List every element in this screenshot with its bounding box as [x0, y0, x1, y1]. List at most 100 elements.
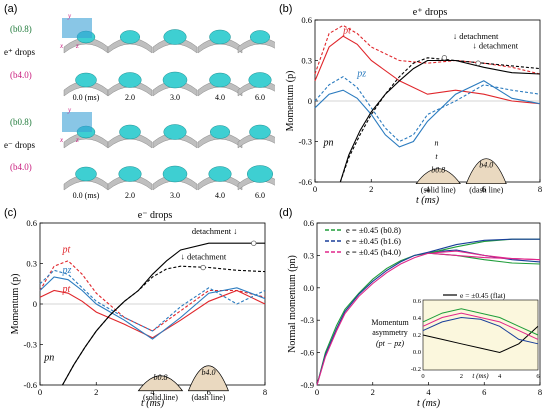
inset-x-label: t (ms) — [472, 372, 489, 380]
time-label-plus: 4.0 — [215, 93, 225, 102]
panel-d: (d) 0 2 4 6 8 -0.9 -0.6 -0.3 0.0 0.3 0.6 t (ms) Norm… — [275, 205, 550, 411]
series-line-pn — [339, 57, 541, 183]
group-plus-top-label: (b0.8) — [10, 24, 32, 34]
series-line-pt — [39, 289, 266, 339]
substrate-b08-shape — [137, 375, 184, 392]
inset-b08-desc: (solid line) — [421, 186, 456, 195]
chart-b: 0 2 4 6 8 -0.6 -0.3 0 0.3 0.6 t (ms) Momentum (p) e⁺… — [285, 7, 542, 206]
x-tick-label: 0 — [315, 387, 319, 397]
y-axis-label: Normal momentum (pn) — [287, 255, 298, 353]
drop-blob — [208, 166, 232, 182]
legend-entry: e = ±0.45 (b0.8) — [346, 225, 401, 235]
series-line-pn — [62, 265, 266, 386]
axis-letter-plus: x — [59, 42, 64, 50]
inset-title-2: asymmetry — [372, 328, 408, 337]
y-tick-label: -0.6 — [24, 380, 37, 390]
y-tick-label: 0 — [308, 96, 312, 106]
inset-b40-desc: (dash line) — [191, 393, 225, 402]
label-pz: pz — [62, 265, 72, 276]
inset-b40-name: b4.0 — [201, 368, 215, 377]
y-tick-label: 0.6 — [303, 218, 314, 228]
y-tick-label: 0 — [33, 299, 37, 309]
time-label-minus: 2.0 — [125, 191, 135, 200]
time-label-minus: 3.0 — [170, 191, 180, 200]
detachment-marker — [200, 264, 206, 271]
group-minus-label: e⁻ drops — [4, 140, 35, 150]
annotation-detachment-1: ↓ detachment — [453, 31, 499, 41]
inset-x-tick: 6 — [536, 373, 540, 380]
inset-series-b1.6 — [422, 316, 539, 345]
inset-series-b4.0 — [422, 312, 539, 340]
substrate-b40-shape — [465, 158, 507, 185]
inset-x-tick: 4 — [498, 373, 502, 380]
label-pn: pn — [43, 353, 54, 364]
inset-y-tick: 0.2 — [413, 332, 421, 339]
axis-letter-minus: y — [67, 106, 72, 114]
drop-blob — [248, 72, 272, 88]
x-tick-label: 6 — [482, 184, 486, 194]
panel-b-label: (b) — [279, 3, 293, 15]
inset-y-tick: 0.6 — [413, 298, 422, 305]
x-tick-label: 2 — [94, 387, 98, 397]
x-tick-label: 6 — [482, 387, 486, 397]
x-tick-label: 4 — [150, 387, 155, 397]
panel-a-figure: (b0.8) e⁺ drops (b4.0) (b0.8) e⁻ drops (b4.0)… — [4, 12, 283, 200]
series-line-pz — [314, 76, 541, 143]
time-label-plus: 3.0 — [170, 93, 180, 102]
y-tick-label: 0.3 — [26, 259, 37, 269]
x-tick-label: 4 — [426, 387, 431, 397]
panel-b: (b) 0 2 4 6 8 -0.6 -0.3 0 0.3 0.6 t (ms) Momentum (… — [275, 0, 550, 206]
x-axis-label: t (ms) — [141, 398, 165, 409]
drop-blob — [75, 166, 97, 182]
drop-blob — [247, 165, 273, 183]
y-tick-label: 0.3 — [301, 56, 312, 66]
drop-blob — [250, 30, 270, 44]
inset-title-1: Momentum — [371, 318, 409, 327]
drop-blob — [118, 72, 142, 88]
drop-blob — [119, 124, 141, 140]
drop-blob — [163, 29, 187, 45]
drop-blob — [120, 30, 140, 44]
series-line-pz — [314, 80, 541, 148]
label-pt-lower: pt — [62, 284, 71, 295]
time-label-minus: 0.0 (ms) — [73, 191, 100, 200]
x-axis-label: t (ms) — [417, 398, 441, 409]
panel-c-label: (c) — [4, 207, 17, 219]
label-pt-upper: pt — [62, 245, 71, 256]
x-tick-label: 8 — [263, 387, 267, 397]
inset-y-tick: -0.2 — [411, 366, 421, 373]
drop-blob — [118, 166, 142, 182]
inset-series-flat — [422, 325, 539, 354]
series-line-pn — [62, 242, 265, 386]
inset-x-tick: 0 — [421, 373, 424, 380]
drop-blob — [162, 71, 188, 89]
series-line-pz — [39, 269, 266, 332]
y-tick-label: 0.6 — [26, 218, 37, 228]
time-label-minus: 4.0 — [215, 191, 225, 200]
inset-b40-desc: (dash line) — [469, 186, 503, 195]
label-pn: pn — [322, 138, 333, 149]
coord-frame-plus — [62, 18, 92, 38]
y-tick-label: -0.9 — [301, 380, 314, 390]
drop-blob — [249, 124, 271, 140]
chart-b-title: e⁺ drops — [413, 7, 448, 18]
axis-letter-plus: y — [67, 12, 72, 20]
chart-d: 0 2 4 6 8 -0.9 -0.6 -0.3 0.0 0.3 0.6 t (ms) Normal m… — [287, 218, 542, 409]
y-tick-label: -0.3 — [301, 315, 314, 325]
y-tick-label: -0.3 — [24, 340, 37, 350]
drop-blob — [163, 124, 187, 140]
inset-b08-desc: (solid line) — [143, 393, 178, 402]
panel-d-label: (d) — [279, 207, 293, 219]
annotation-detachment-2: ↓ detachment — [473, 40, 519, 50]
substrate-b08-shape — [415, 168, 461, 185]
legend-entry: e = ±0.45 (b4.0) — [346, 247, 401, 257]
y-axis-label: Momentum (p) — [10, 274, 21, 335]
x-tick-label: 2 — [369, 184, 373, 194]
inset-y-tick: 0.4 — [413, 315, 422, 322]
y-tick-label: -0.3 — [299, 137, 312, 147]
x-tick-label: 0 — [38, 387, 42, 397]
drop-blob — [209, 72, 231, 88]
y-axis-label: Momentum (p) — [285, 71, 296, 132]
time-label-plus: 0.0 (ms) — [73, 93, 100, 102]
y-tick-label: -0.6 — [299, 177, 312, 187]
